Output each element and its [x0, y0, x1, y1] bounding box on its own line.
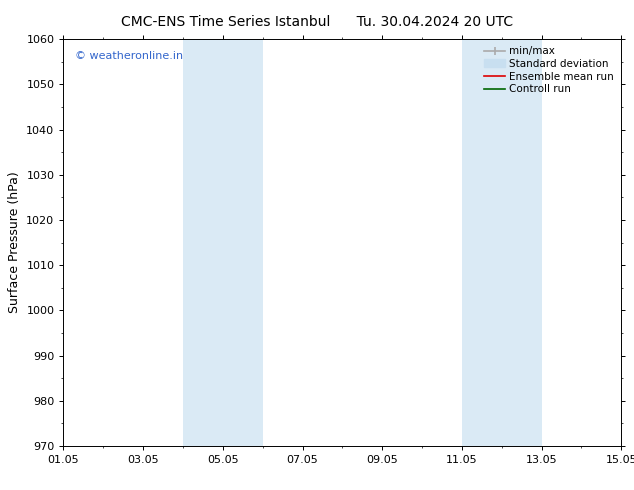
- Legend: min/max, Standard deviation, Ensemble mean run, Controll run: min/max, Standard deviation, Ensemble me…: [482, 45, 616, 97]
- Bar: [462, 39, 541, 446]
- Y-axis label: Surface Pressure (hPa): Surface Pressure (hPa): [8, 172, 21, 314]
- Bar: [183, 39, 262, 446]
- Text: CMC-ENS Time Series Istanbul      Tu. 30.04.2024 20 UTC: CMC-ENS Time Series Istanbul Tu. 30.04.2…: [121, 15, 513, 29]
- Text: © weatheronline.in: © weatheronline.in: [75, 51, 183, 61]
